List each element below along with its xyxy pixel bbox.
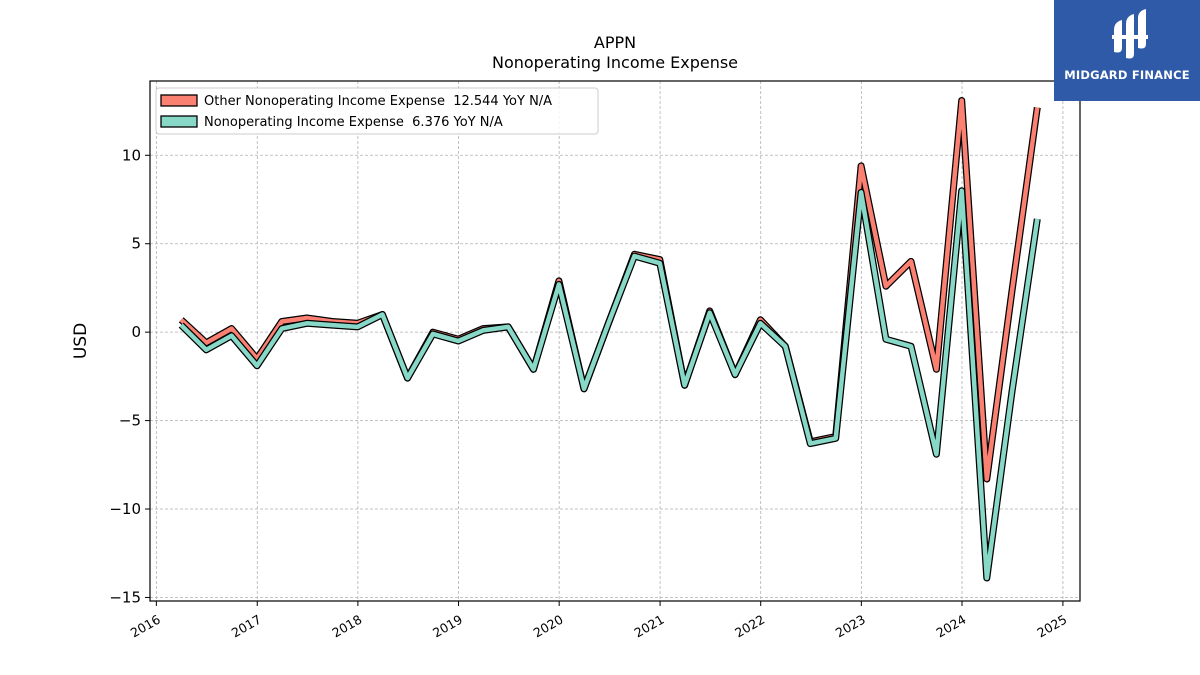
legend: Other Nonoperating Income Expense 12.544… (155, 87, 599, 135)
x-axis: 2016 2017 2018 2019 2020 2021 2022 2023 2024 2025 (128, 601, 1069, 641)
chart-title: APPN (594, 33, 636, 52)
brand-logo: MIDGARD FINANCE (1054, 0, 1200, 101)
grid (150, 81, 1080, 601)
logo-mark-icon (1112, 9, 1148, 59)
x-tick-label: 2021 (632, 612, 667, 641)
x-tick-label: 2017 (229, 612, 264, 641)
y-tick-label: −5 (119, 412, 141, 430)
x-tick-label: 2020 (531, 612, 566, 641)
x-tick-label: 2024 (933, 612, 968, 641)
series-line-other-nonoperating (179, 98, 1040, 482)
y-tick-label: 0 (131, 323, 141, 341)
x-tick-label: 2019 (430, 612, 465, 641)
chart-subtitle: Nonoperating Income Expense (492, 53, 738, 72)
brand-name: MIDGARD FINANCE (1064, 68, 1190, 82)
x-tick-label: 2023 (833, 612, 868, 641)
series-lines (178, 97, 1041, 582)
legend-swatch-nonop (160, 115, 198, 128)
y-tick-label: 5 (131, 235, 141, 253)
series-outline-other-nonoperating (178, 97, 1041, 483)
series-outline-nonoperating (178, 187, 1041, 582)
y-tick-label: 10 (122, 146, 141, 164)
series-line-nonoperating (179, 188, 1040, 581)
legend-swatch-other (160, 94, 198, 107)
y-axis-label: USD (71, 323, 91, 359)
x-tick-label: 2018 (329, 612, 364, 641)
y-tick-label: −10 (109, 500, 141, 518)
y-axis: −15 −10 −5 0 5 10 (109, 146, 150, 606)
legend-label-nonop: Nonoperating Income Expense 6.376 YoY N/… (204, 115, 503, 130)
x-tick-label: 2016 (128, 612, 163, 641)
y-tick-label: −15 (109, 588, 141, 606)
x-tick-label: 2022 (732, 612, 767, 641)
legend-label-other: Other Nonoperating Income Expense 12.544… (204, 94, 552, 109)
plot-frame (149, 80, 1081, 602)
legend-box (155, 87, 599, 135)
x-tick-label: 2025 (1034, 612, 1069, 641)
